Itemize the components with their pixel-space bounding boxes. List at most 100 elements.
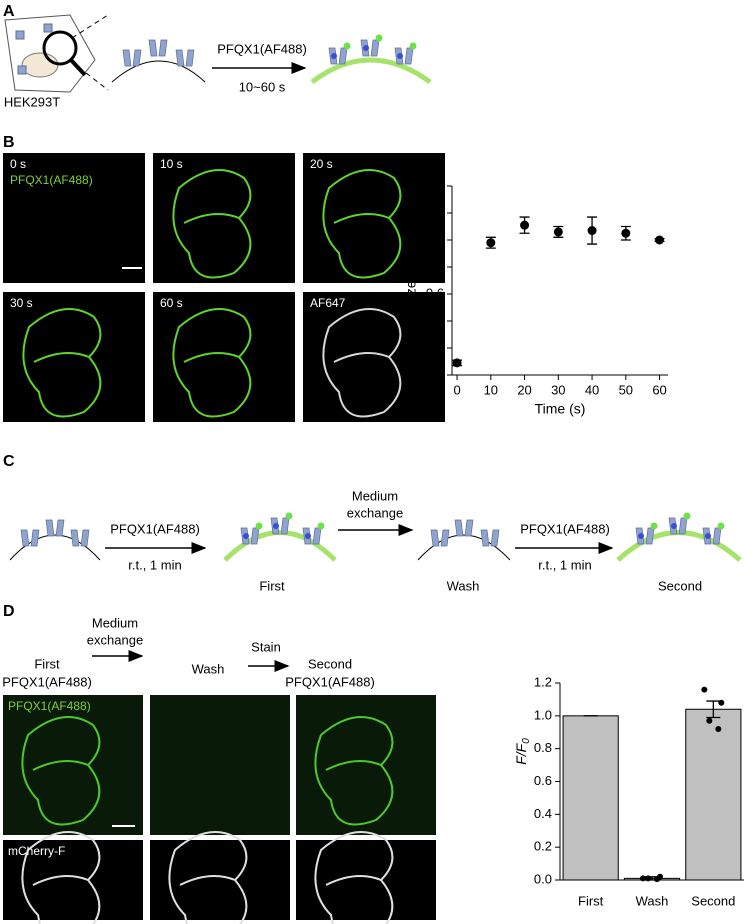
receptor [480, 529, 500, 547]
labeled-membrane [223, 530, 337, 562]
data-point [701, 686, 708, 693]
y-tick-label: 1.4 [426, 177, 444, 192]
image-label: PFQX1(AF488) [10, 173, 93, 187]
image-label: 30 s [10, 296, 33, 310]
tag [671, 523, 677, 529]
micrograph [296, 695, 436, 835]
micrograph [150, 840, 290, 920]
tag [273, 523, 279, 529]
y-tick-label: 0.0 [534, 871, 552, 886]
reagent: PFQX1(AF488) [217, 41, 307, 56]
image-label: 10 s [160, 157, 183, 171]
receptor [270, 517, 290, 535]
image-label: 0 s [10, 157, 26, 171]
data-point [621, 228, 631, 238]
micrograph [3, 153, 145, 283]
micrograph [3, 292, 145, 422]
labeled-membrane [310, 57, 432, 85]
header: Medium [92, 615, 138, 630]
x-tick-label: 0 [453, 382, 460, 397]
receptor-icon [43, 23, 53, 33]
micrograph [153, 153, 295, 283]
y-axis-label: F/F0 [513, 738, 532, 765]
data-point [718, 699, 725, 706]
tag [243, 533, 249, 539]
cell-outline [322, 169, 402, 279]
y-tick-label: 0.0 [426, 366, 444, 381]
cell-outline [21, 716, 101, 826]
x-tick-label: 60 [652, 382, 666, 397]
receptor [454, 519, 474, 537]
cell-outline [322, 308, 402, 418]
cell-outline [22, 308, 102, 418]
y-tick-label: 1.0 [426, 231, 444, 246]
tag [397, 53, 403, 59]
image-label: 20 s [310, 157, 333, 171]
tag [638, 533, 644, 539]
error-bar [706, 700, 721, 719]
tag [331, 53, 337, 59]
tag [705, 533, 711, 539]
micrograph [296, 840, 436, 920]
x-tick-label: 50 [619, 382, 633, 397]
y-tick-label: 0.4 [534, 806, 552, 821]
cell-outline [21, 831, 101, 924]
step-label: Medium [352, 488, 398, 503]
receptor [148, 39, 168, 57]
header: Second [308, 656, 352, 671]
y-axis-label-sub: 0 [521, 738, 532, 744]
cell-diagram [4, 14, 109, 93]
x-tick-label: 30 [551, 382, 565, 397]
y-tick-label: 0.2 [426, 339, 444, 354]
image-label: AF647 [310, 296, 346, 310]
panel-label: C [3, 453, 15, 470]
step-label: PFQX1(AF488) [110, 521, 200, 536]
y-tick-label: 0.4 [426, 312, 444, 327]
data-point [520, 220, 530, 230]
data-point [706, 717, 713, 724]
cell-outline [172, 169, 252, 279]
micrograph [153, 292, 295, 422]
y-axis-label: Normalized intensity [403, 217, 419, 343]
y-tick-label: 0.6 [534, 773, 552, 788]
dye [317, 522, 325, 530]
membrane [111, 60, 206, 83]
cell-label: HEK293T [4, 94, 60, 109]
data-point [645, 875, 651, 882]
x-axis-label: Time (s) [535, 401, 586, 417]
receptor [122, 49, 142, 67]
y-tick-label: 0.2 [534, 839, 552, 854]
header: Stain [251, 639, 281, 654]
data-point [553, 227, 563, 237]
data-point [654, 876, 660, 883]
x-tick-label: Second [691, 893, 735, 908]
receptor [430, 529, 450, 547]
header: PFQX1(AF488) [285, 674, 375, 689]
state-label: Second [658, 578, 702, 593]
receptor [20, 529, 40, 547]
cell-outline [168, 831, 248, 924]
image-label: PFQX1(AF488) [8, 699, 91, 713]
data-point [452, 358, 462, 368]
x-tick-label: 10 [484, 382, 498, 397]
membrane [417, 534, 511, 561]
dye [717, 522, 725, 530]
tag [305, 533, 311, 539]
receptor [70, 529, 90, 547]
x-tick-label: First [578, 893, 604, 908]
y-tick-label: 1.2 [426, 204, 444, 219]
micrograph [150, 695, 290, 835]
panel-label: A [3, 3, 15, 20]
step-condition: r.t., 1 min [538, 557, 591, 572]
dye [683, 512, 691, 520]
y-tick-label: 0.8 [534, 740, 552, 755]
image-label: 60 s [160, 296, 183, 310]
header: exchange [87, 632, 143, 647]
dye [285, 512, 293, 520]
micrograph [3, 695, 143, 835]
header: Wash [192, 661, 225, 676]
data-point [486, 238, 496, 248]
labeled-membrane [616, 530, 742, 562]
x-tick-label: 40 [585, 382, 599, 397]
